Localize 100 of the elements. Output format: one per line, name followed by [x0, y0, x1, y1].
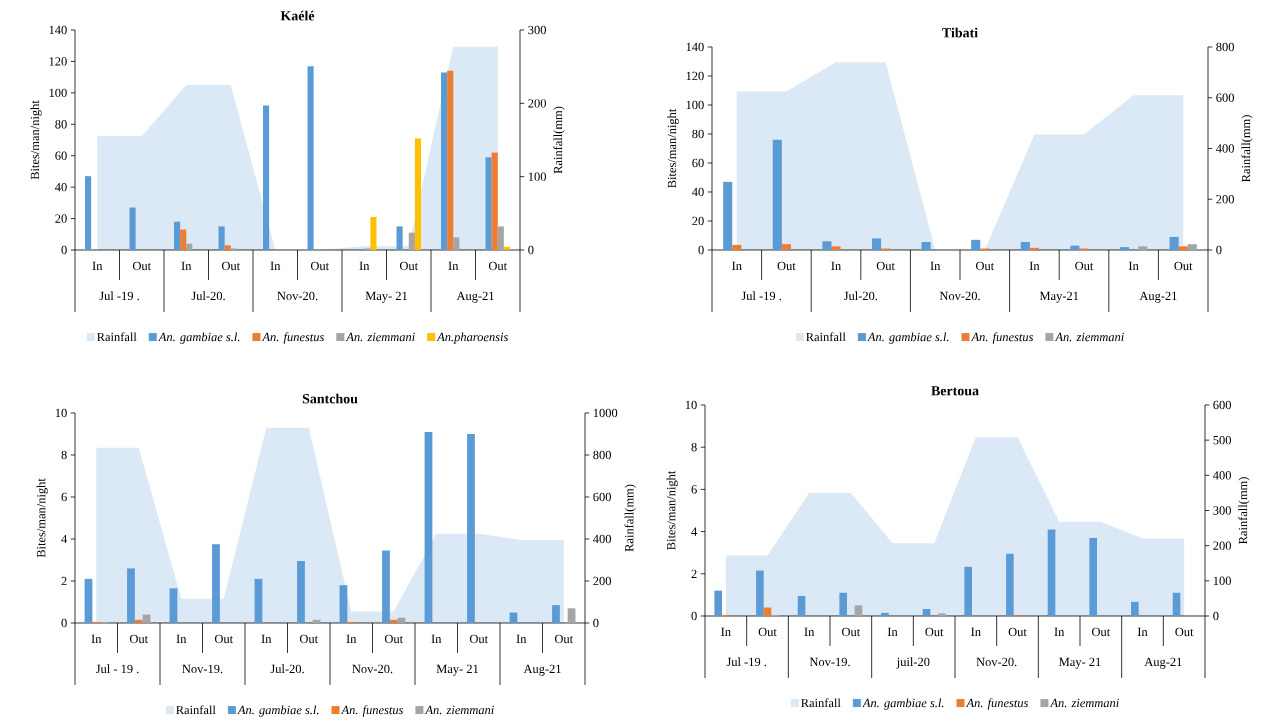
- x-tick-label: In: [1054, 627, 1065, 636]
- y2-tick-label: 1000: [593, 408, 618, 418]
- y2-tick-label: 200: [1216, 195, 1234, 204]
- bar: [396, 226, 403, 250]
- y-tick-label: 100: [49, 88, 67, 98]
- bar: [881, 612, 889, 616]
- bar: [839, 592, 848, 616]
- y2-tick-label: 0: [1213, 611, 1219, 621]
- y2-tick-label: 600: [593, 492, 611, 502]
- bar: [781, 244, 791, 250]
- bar: [1131, 601, 1139, 616]
- y2-axis-title: Rainfall(mm): [1241, 115, 1253, 183]
- y-tick-label: 120: [686, 71, 704, 81]
- y2-tick-label: 300: [1213, 506, 1231, 515]
- x-tick-label: Out: [214, 634, 234, 644]
- x-tick-label: In: [91, 634, 102, 643]
- y2-tick-label: 400: [593, 534, 611, 544]
- y-tick-label: 140: [686, 42, 704, 52]
- y-tick-label: 4: [691, 527, 698, 536]
- bar: [971, 239, 981, 250]
- bar: [254, 578, 263, 623]
- y2-tick-label: 800: [1216, 42, 1234, 52]
- y-tick-label: 140: [49, 25, 67, 35]
- x-tick-label: Out: [842, 627, 861, 637]
- bar: [1020, 242, 1030, 250]
- y-tick-label: 10: [55, 408, 67, 418]
- x-tick-label: In: [887, 627, 898, 636]
- x-tick-label: In: [92, 261, 103, 270]
- chart-title: Kaélé: [280, 10, 315, 21]
- bar: [772, 139, 782, 250]
- text: Nov-20.: [352, 664, 393, 674]
- text: Aug-21: [523, 664, 561, 676]
- bar: [732, 244, 742, 250]
- y-tick-label: 8: [691, 442, 697, 452]
- bar: [339, 585, 348, 623]
- x-tick-label: Out: [129, 634, 149, 644]
- x-tick-label: In: [270, 261, 281, 270]
- bar: [1172, 592, 1181, 616]
- bar: [382, 550, 390, 623]
- bar: [169, 588, 178, 623]
- y2-tick-label: 100: [1213, 576, 1231, 586]
- text: Nov-19.: [182, 664, 223, 674]
- y-tick-label: 100: [686, 100, 704, 110]
- legend-label: An.pharoensis: [436, 332, 508, 344]
- y2-tick-label: 200: [593, 576, 611, 586]
- bar: [218, 226, 225, 250]
- chart-title: Tibati: [942, 27, 978, 38]
- x-tick-label: Out: [876, 261, 895, 271]
- y2-tick-label: 600: [1216, 93, 1234, 102]
- y2-tick-label: 200: [1213, 541, 1231, 550]
- text: Jul -19 .: [726, 657, 767, 667]
- y2-tick-label: 0: [593, 618, 599, 628]
- x-tick-label: Out: [399, 261, 419, 271]
- bar: [1047, 529, 1056, 616]
- text: May-21: [1039, 291, 1079, 303]
- bar: [1169, 236, 1179, 250]
- x-tick-label: Out: [975, 261, 995, 271]
- y-tick-label: 60: [55, 151, 67, 160]
- bar: [567, 608, 576, 623]
- bar: [1029, 247, 1039, 250]
- y-tick-label: 10: [685, 400, 697, 410]
- legend-label: An. funestus: [261, 332, 324, 344]
- y-tick-label: 40: [55, 182, 67, 192]
- x-tick-label: Out: [488, 261, 508, 271]
- bar: [714, 590, 723, 616]
- x-tick-label: Out: [554, 634, 574, 644]
- x-tick-label: In: [1029, 261, 1040, 270]
- x-tick-label: Out: [1174, 261, 1193, 271]
- y2-tick-label: 200: [528, 99, 546, 108]
- legend-label: Rainfall: [176, 705, 216, 715]
- y-tick-label: 6: [691, 485, 697, 494]
- bar: [186, 243, 193, 250]
- bar: [1070, 245, 1080, 250]
- bar: [408, 232, 415, 250]
- text: May- 21: [365, 291, 408, 303]
- bar: [552, 605, 560, 623]
- x-tick-label: Out: [469, 634, 489, 644]
- x-tick-label: In: [359, 261, 370, 270]
- text: Aug-21: [1139, 291, 1177, 303]
- x-tick-label: In: [804, 627, 815, 636]
- legend-label: An. gambiae s.l.: [867, 332, 949, 344]
- text: juil-20: [896, 657, 930, 669]
- y-tick-label: 0: [691, 611, 697, 621]
- bar: [1089, 537, 1098, 616]
- x-tick-label: In: [1137, 627, 1148, 636]
- text: Nov-20.: [939, 291, 980, 301]
- y-axis-title: Bites/man/night: [667, 108, 679, 188]
- x-tick-label: In: [930, 261, 941, 270]
- y-tick-label: 120: [49, 57, 67, 66]
- x-tick-label: In: [721, 627, 731, 636]
- y-axis-title: Bites/man/night: [30, 100, 42, 180]
- y-tick-label: 40: [692, 187, 704, 197]
- bar: [854, 605, 863, 616]
- x-tick-label: In: [431, 634, 442, 643]
- legend-label: An. ziemmani: [1049, 698, 1119, 708]
- bar: [307, 66, 314, 250]
- legend-label: An. gambiae s.l.: [158, 332, 240, 344]
- chart-title: Santchou: [302, 393, 358, 404]
- bar: [1006, 553, 1014, 616]
- bar: [922, 609, 931, 616]
